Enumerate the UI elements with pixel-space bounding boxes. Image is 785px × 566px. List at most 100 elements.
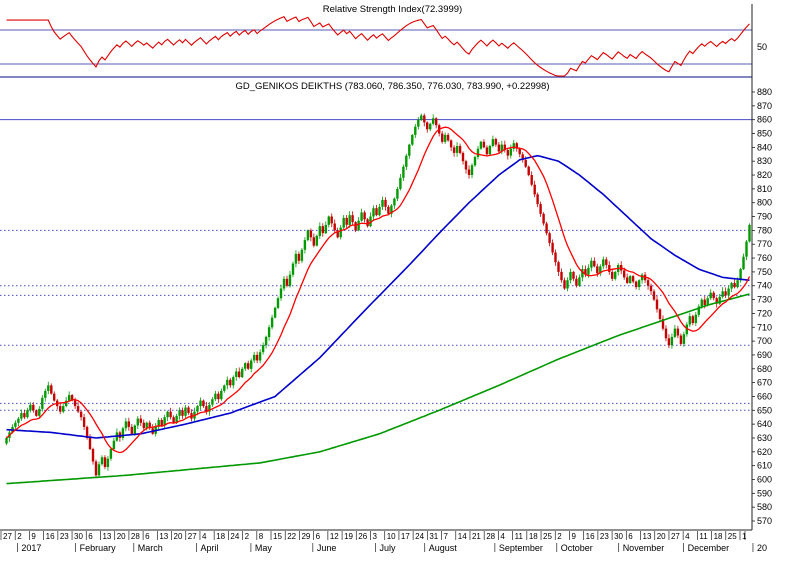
svg-text:660: 660 <box>757 391 772 401</box>
svg-text:November: November <box>623 543 665 553</box>
svg-text:27: 27 <box>671 532 680 541</box>
svg-text:790: 790 <box>757 212 772 222</box>
svg-text:21: 21 <box>472 532 481 541</box>
svg-text:610: 610 <box>757 461 772 471</box>
month-axis-labels: 2017 February March April May June July August S… <box>17 543 767 553</box>
svg-text:29: 29 <box>301 532 310 541</box>
svg-text:9: 9 <box>31 532 36 541</box>
svg-text:December: December <box>688 543 730 553</box>
moving-averages <box>6 126 751 485</box>
svg-text:50: 50 <box>757 42 767 52</box>
svg-text:860: 860 <box>757 115 772 125</box>
svg-text:830: 830 <box>757 156 772 166</box>
svg-text:17: 17 <box>401 532 410 541</box>
svg-text:590: 590 <box>757 488 772 498</box>
svg-text:770: 770 <box>757 239 772 249</box>
svg-text:880: 880 <box>757 87 772 97</box>
svg-text:23: 23 <box>600 532 609 541</box>
svg-text:850: 850 <box>757 129 772 139</box>
price-levels <box>0 119 752 411</box>
svg-text:30: 30 <box>74 532 83 541</box>
svg-text:740: 740 <box>757 281 772 291</box>
svg-text:710: 710 <box>757 322 772 332</box>
svg-text:1: 1 <box>742 532 747 541</box>
svg-text:750: 750 <box>757 267 772 277</box>
svg-text:870: 870 <box>757 101 772 111</box>
svg-text:14: 14 <box>458 532 467 541</box>
svg-text:13: 13 <box>102 532 111 541</box>
svg-text:670: 670 <box>757 378 772 388</box>
svg-text:2017: 2017 <box>21 543 41 553</box>
svg-text:800: 800 <box>757 198 772 208</box>
svg-text:810: 810 <box>757 184 772 194</box>
svg-text:6: 6 <box>145 532 150 541</box>
svg-text:840: 840 <box>757 142 772 152</box>
svg-text:24: 24 <box>230 532 239 541</box>
svg-text:620: 620 <box>757 447 772 457</box>
svg-text:June: June <box>317 543 337 553</box>
svg-text:18: 18 <box>529 532 538 541</box>
svg-text:600: 600 <box>757 474 772 484</box>
svg-text:28: 28 <box>486 532 495 541</box>
svg-text:March: March <box>138 543 163 553</box>
svg-text:April: April <box>200 543 218 553</box>
svg-text:780: 780 <box>757 225 772 235</box>
svg-text:20: 20 <box>757 543 767 553</box>
svg-text:August: August <box>429 543 458 553</box>
svg-text:20: 20 <box>117 532 126 541</box>
svg-text:11: 11 <box>699 532 708 541</box>
price-axis-labels: 880 870 860 850 840 830 820 810 800 790 780 770 760 7… <box>752 42 772 526</box>
svg-text:700: 700 <box>757 336 772 346</box>
rsi-line <box>6 16 750 77</box>
svg-text:19: 19 <box>344 532 353 541</box>
svg-text:720: 720 <box>757 308 772 318</box>
svg-text:2: 2 <box>245 532 250 541</box>
svg-text:20: 20 <box>174 532 183 541</box>
svg-text:26: 26 <box>358 532 367 541</box>
svg-text:16: 16 <box>46 532 55 541</box>
svg-text:22: 22 <box>287 532 296 541</box>
svg-text:31: 31 <box>429 532 438 541</box>
svg-text:16: 16 <box>586 532 595 541</box>
svg-text:13: 13 <box>643 532 652 541</box>
svg-text:6: 6 <box>316 532 321 541</box>
svg-text:820: 820 <box>757 170 772 180</box>
rsi-title: Relative Strength Index(72.3999) <box>322 4 463 15</box>
svg-text:October: October <box>561 543 593 553</box>
svg-text:6: 6 <box>628 532 633 541</box>
svg-text:690: 690 <box>757 350 772 360</box>
svg-text:July: July <box>379 543 396 553</box>
svg-text:8: 8 <box>259 532 264 541</box>
svg-text:25: 25 <box>543 532 552 541</box>
svg-text:15: 15 <box>273 532 282 541</box>
svg-text:12: 12 <box>330 532 339 541</box>
svg-text:25: 25 <box>728 532 737 541</box>
svg-text:11: 11 <box>515 532 524 541</box>
svg-text:27: 27 <box>188 532 197 541</box>
svg-text:4: 4 <box>685 532 690 541</box>
rsi-bands <box>0 29 752 78</box>
svg-text:2: 2 <box>557 532 562 541</box>
svg-text:May: May <box>255 543 273 553</box>
svg-text:27: 27 <box>3 532 12 541</box>
svg-text:730: 730 <box>757 295 772 305</box>
svg-text:February: February <box>80 543 117 553</box>
svg-text:4: 4 <box>500 532 505 541</box>
svg-text:680: 680 <box>757 364 772 374</box>
svg-text:3: 3 <box>373 532 378 541</box>
svg-text:30: 30 <box>614 532 623 541</box>
svg-text:20: 20 <box>657 532 666 541</box>
svg-text:6: 6 <box>88 532 93 541</box>
svg-text:18: 18 <box>216 532 225 541</box>
svg-text:9: 9 <box>571 532 576 541</box>
svg-text:2: 2 <box>17 532 22 541</box>
svg-text:7: 7 <box>444 532 449 541</box>
svg-text:10: 10 <box>387 532 396 541</box>
svg-text:23: 23 <box>60 532 69 541</box>
svg-text:18: 18 <box>714 532 723 541</box>
svg-text:760: 760 <box>757 253 772 263</box>
svg-text:28: 28 <box>131 532 140 541</box>
svg-text:630: 630 <box>757 433 772 443</box>
